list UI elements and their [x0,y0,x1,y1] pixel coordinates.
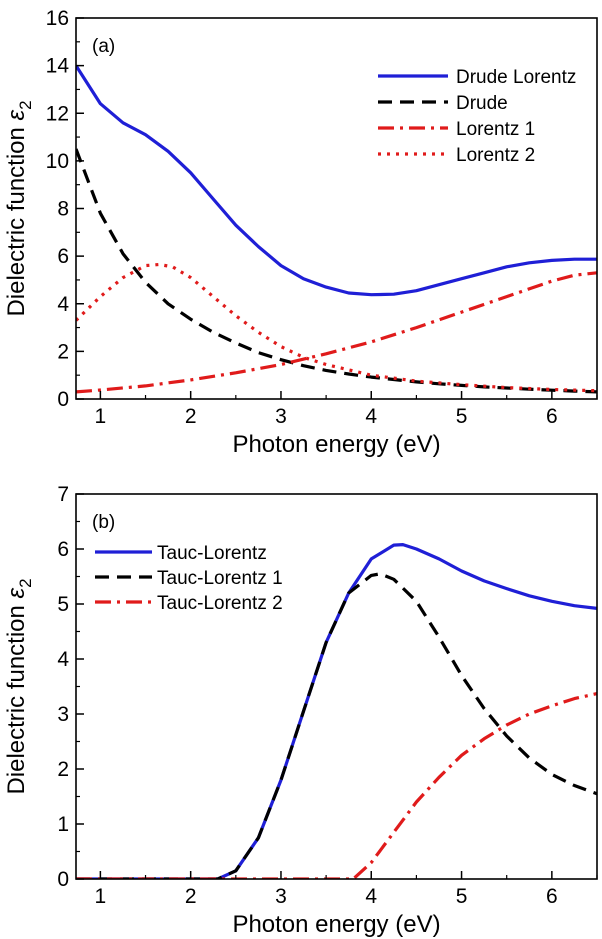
plot-frame [75,493,598,880]
x-tick-label: 5 [456,405,468,428]
y-tick-label: 6 [57,245,69,268]
y-axis-title: Dielectric function ε2 [3,578,35,794]
series-line-tauc-lorentz-2 [76,692,597,879]
y-axis-title-subscript: 2 [16,100,35,109]
y-tick-label: 2 [57,340,69,363]
series-line-drude-lorentz [76,64,597,297]
panel-label: (b) [92,512,115,533]
legend-label: Tauc-Lorentz 2 [157,593,283,614]
legend-label: Lorentz 1 [456,119,535,140]
y-tick-label: 10 [46,150,69,173]
y-tick-label: 6 [57,538,69,561]
legend: Drude Lorentz Drude Lorentz 1 Lorentz 2 [378,67,576,166]
y-tick-label: 0 [57,868,69,891]
y-tick-label: 12 [46,102,69,125]
x-tick-label: 2 [185,405,197,428]
y-axis-title-subscript: 2 [16,578,35,587]
legend-label: Tauc-Lorentz [157,543,267,564]
y-tick-label: 14 [46,55,70,78]
y-axis-title-symbol: ε [3,109,30,120]
legend-label: Tauc-Lorentz 1 [157,568,283,589]
y-axis-title-main: Dielectric function [3,120,30,316]
legend: Tauc-Lorentz Tauc-Lorentz 1 Tauc-Lorentz 2 [95,543,283,614]
series-line-drude [76,148,597,394]
x-axis-title: Photon energy (eV) [232,431,440,458]
y-tick-label: 4 [57,293,69,316]
panel-label: (a) [92,36,115,57]
x-tick-label: 4 [365,405,377,428]
y-axis-title-symbol: ε [3,587,30,598]
y-axis-title-main: Dielectric function [3,598,30,794]
y-tick-label: 0 [57,388,69,411]
y-tick-label: 8 [57,198,69,221]
y-tick-label: 7 [57,483,69,506]
x-tick-label: 3 [275,885,287,908]
series-line-tauc-lorentz [76,542,597,879]
y-axis-title: Dielectric function ε2 [3,100,35,316]
x-tick-label: 6 [546,405,558,428]
y-tick-label: 3 [57,703,69,726]
x-tick-label: 1 [95,405,107,428]
x-tick-label: 3 [275,405,287,428]
x-tick-label: 1 [95,885,107,908]
x-tick-label: 6 [546,885,558,908]
series-line-tauc-lorentz-1 [76,572,597,879]
y-tick-label: 1 [57,813,69,836]
x-tick-label: 2 [185,885,197,908]
x-tick-label: 5 [456,885,468,908]
y-tick-label: 4 [57,648,69,671]
y-tick-label: 16 [46,7,69,30]
y-tick-label: 2 [57,758,69,781]
legend-label: Drude [456,93,508,114]
series-line-lorentz-2 [76,262,597,393]
y-tick-label: 5 [57,593,69,616]
chart-panel-b: 1 2 3 4 5 6 0 1 2 3 4 5 6 7 Photon energy (eV) Dielectr… [3,483,598,938]
series-line-lorentz-1 [76,271,597,394]
x-axis-title: Photon energy (eV) [232,911,440,938]
legend-label: Lorentz 2 [456,145,535,166]
legend-label: Drude Lorentz [456,67,576,88]
x-tick-label: 4 [365,885,377,908]
